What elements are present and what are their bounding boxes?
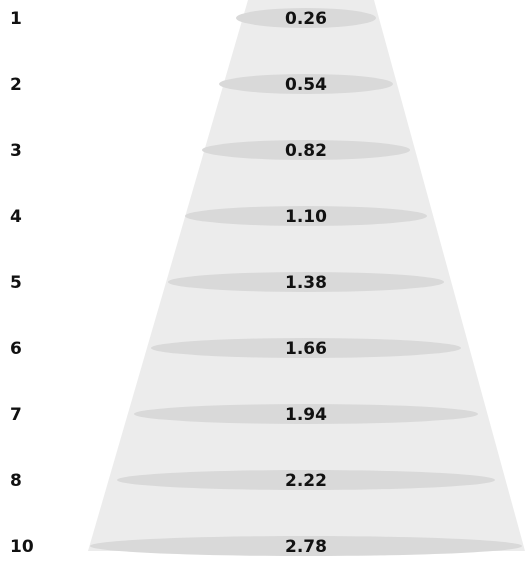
row-value: 1.38: [285, 273, 327, 293]
row-label: 10: [10, 537, 34, 557]
row-value: 2.78: [285, 537, 327, 557]
beam-cross-section: [202, 140, 410, 160]
row-value: 0.54: [285, 75, 327, 95]
row-label: 4: [10, 207, 22, 227]
beam-cross-section: [168, 272, 444, 292]
row-value: 1.94: [285, 405, 327, 425]
row-value: 1.10: [285, 207, 327, 227]
row-value: 1.66: [285, 339, 327, 359]
row-label: 8: [10, 471, 22, 491]
beam-cross-section: [134, 404, 478, 424]
row-value: 0.26: [285, 9, 327, 29]
beam-cross-section: [236, 8, 376, 28]
beam-rows: 1 0.26 2 0.54 3 0.82 4 1.10 5 1.38 6 1.66 7 1.94 8 2.22…: [10, 8, 522, 557]
beam-cross-section: [151, 338, 461, 358]
row-label: 2: [10, 75, 22, 95]
row-label: 7: [10, 405, 22, 425]
beam-cross-section: [90, 536, 522, 556]
beam-cross-section: [185, 206, 427, 226]
row-label: 1: [10, 9, 22, 29]
beam-cross-section: [117, 470, 495, 490]
beam-cross-section: [219, 74, 393, 94]
row-label: 6: [10, 339, 22, 359]
row-value: 0.82: [285, 141, 327, 161]
row-value: 2.22: [285, 471, 327, 491]
row-label: 5: [10, 273, 22, 293]
row-label: 3: [10, 141, 22, 161]
